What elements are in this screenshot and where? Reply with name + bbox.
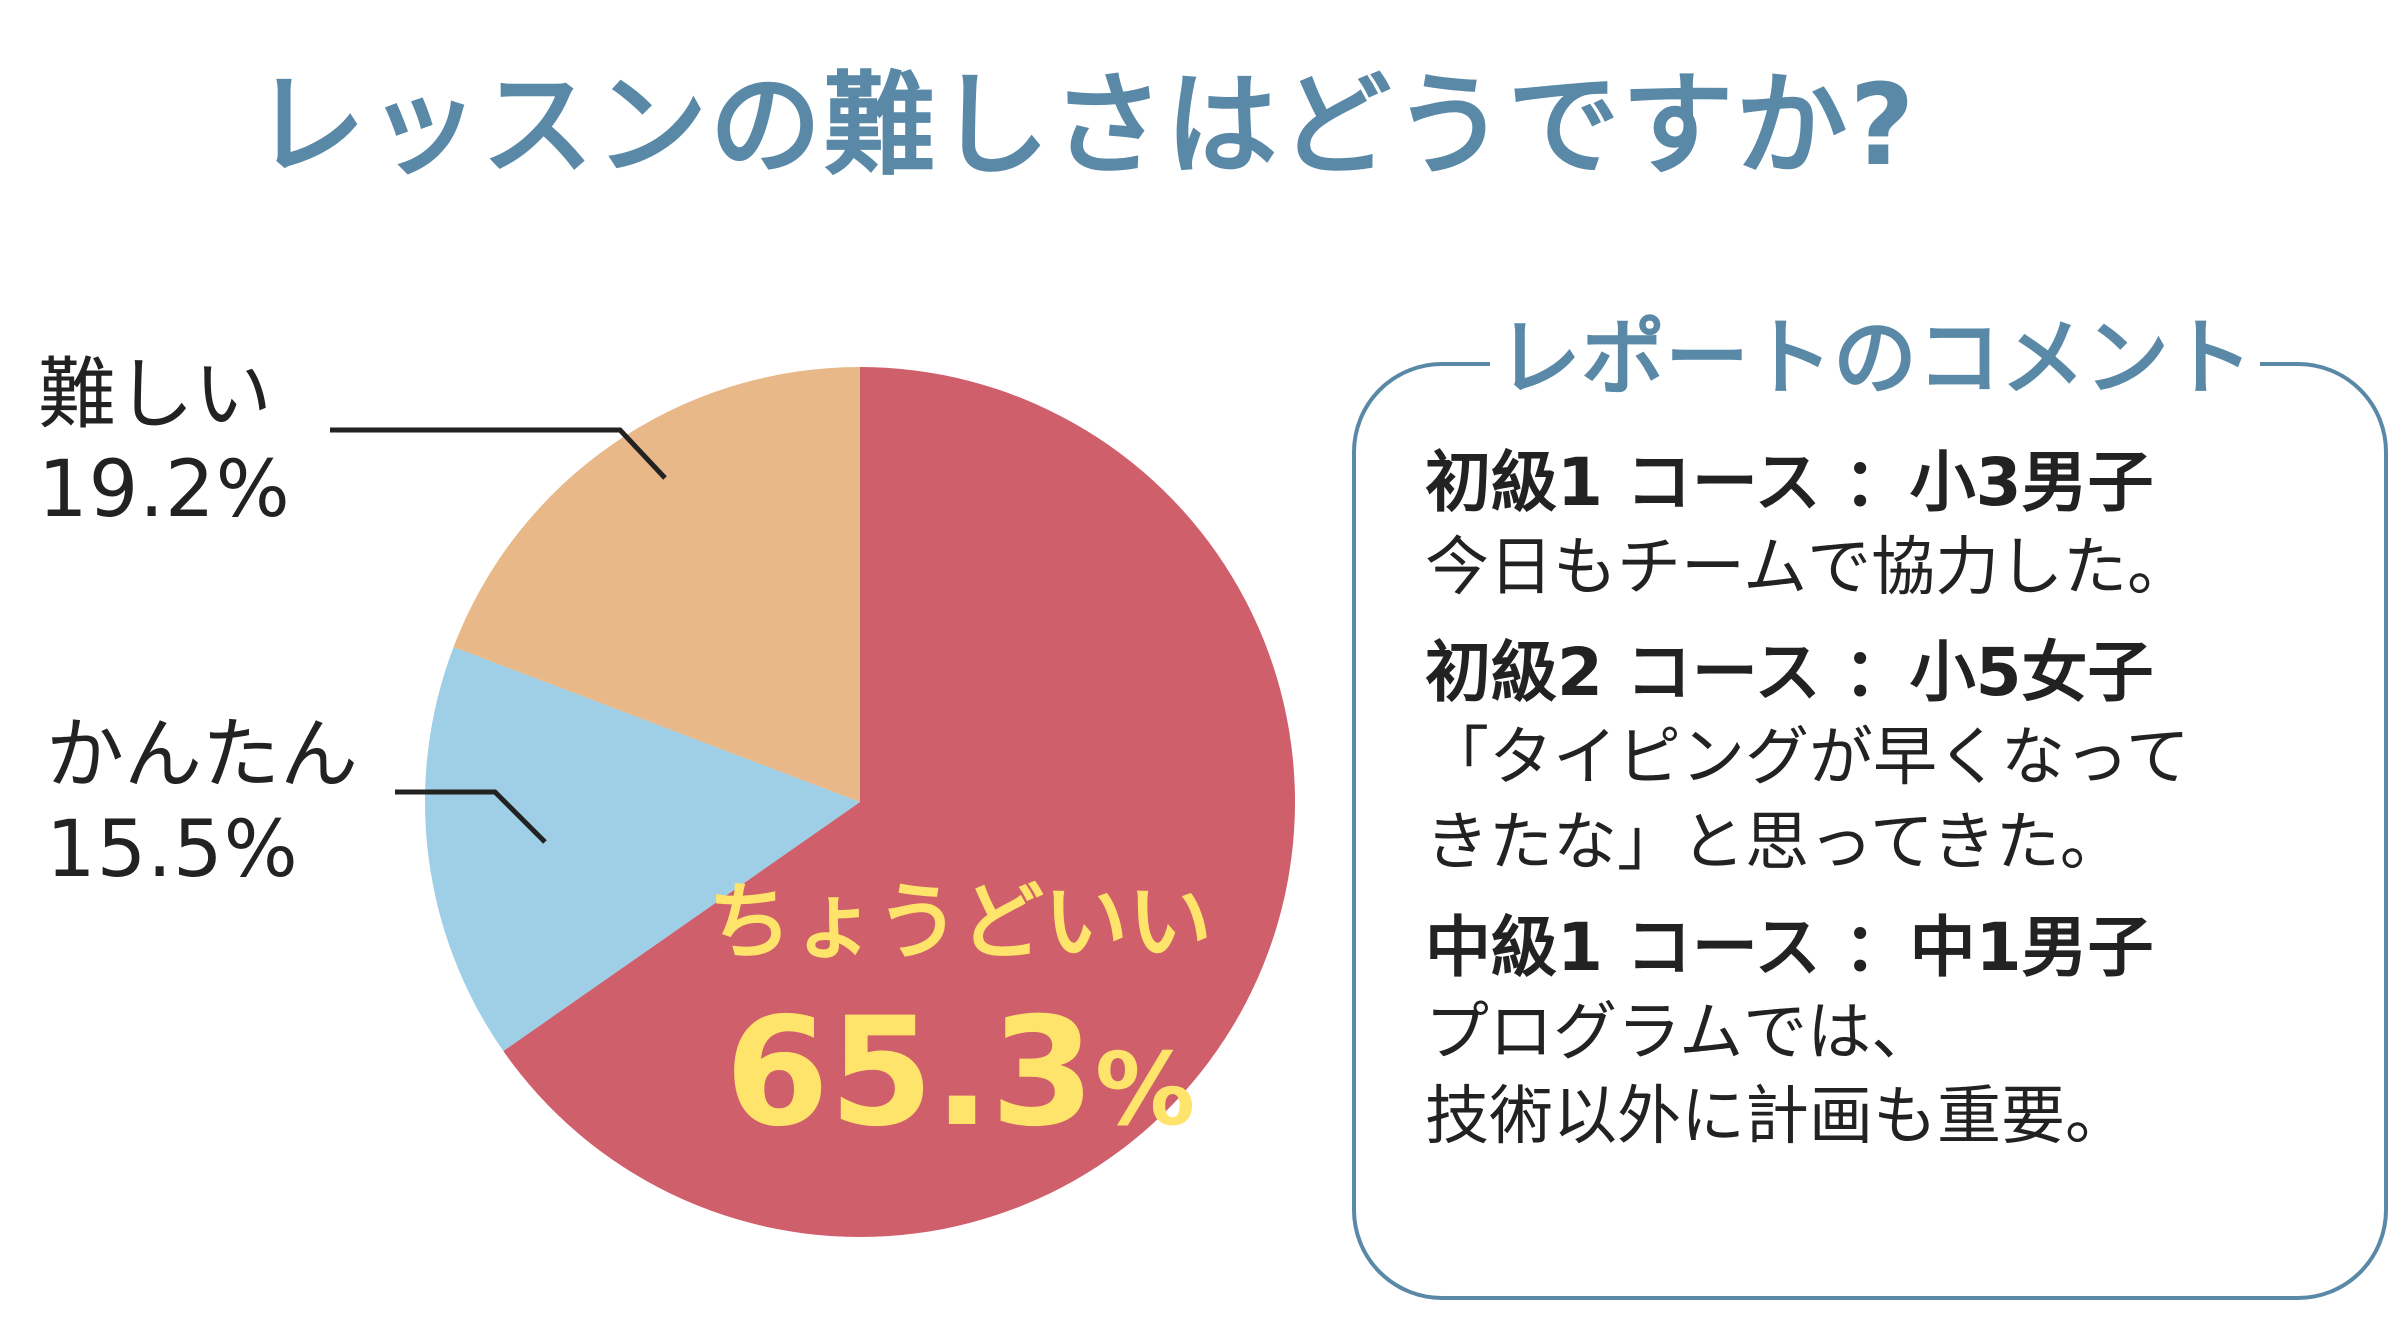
percent-sign: % [1094,1031,1196,1148]
slice-percent: 15.5% [46,805,299,896]
pie-slice-0 [503,367,1296,1237]
slice-name: 難しい [38,350,273,440]
comment-box-title: レポートのコメント [1490,312,2260,404]
slice-percent: 19.2% [38,445,291,536]
comment-text: プログラムでは、 技術以外に計画も重要。 [1425,995,2129,1155]
slice-name: ちょうどいい [707,873,1212,971]
comment-item: 中級1 コース ：中1男子 プログラムでは、 技術以外に計画も重要。 [1425,905,2355,1160]
comment-item: 初級1 コース ：小3男子 今日もチームで協力した。 [1425,440,2355,610]
comment-heading: 初級2 コース ：小5女子 [1425,634,2154,712]
leader-line-difficult [330,427,667,480]
slice-percent: 65.3% [700,998,1220,1148]
pie-slice-2 [453,367,860,802]
slice-name: かんたん [46,710,359,800]
slice-label-difficult: 難しい 19.2% [38,348,291,538]
comment-item: 初級2 コース ：小5女子 「タイピングが早くなって きたな」と思ってきた。 [1425,630,2355,885]
comment-text: 今日もチームで協力した。 [1425,530,2192,605]
comment-list: 初級1 コース ：小3男子 今日もチームで協力した。 初級2 コース ：小5女子… [1425,440,2355,1180]
slice-label-easy: かんたん 15.5% [46,708,358,898]
chart-title: レッスンの難しさはどうですか? [253,61,1917,191]
leader-line-easy [395,789,547,844]
comment-heading: 中級1 コース ：中1男子 [1425,909,2154,986]
pie-chart [330,367,1296,1237]
comment-heading: 初級1 コース ：小3男子 [1425,444,2154,521]
pie-slice-1 [425,646,860,1052]
slice-value: 65.3 [724,986,1095,1160]
slice-label-just-right: ちょうどいい 65.3% [700,880,1220,1148]
comment-text: 「タイピングが早くなって きたな」と思ってきた。 [1425,721,2190,880]
